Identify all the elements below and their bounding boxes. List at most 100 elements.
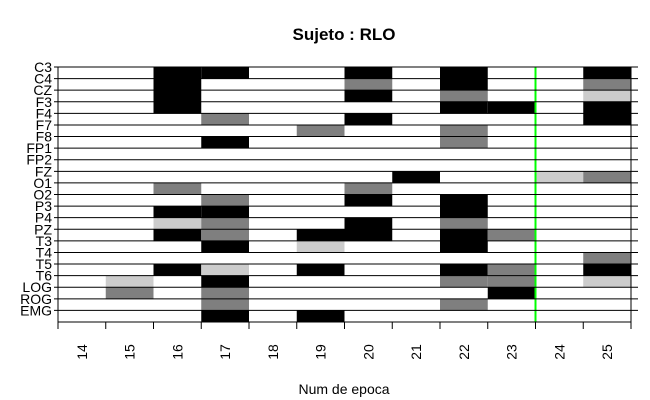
cell-p4-20	[344, 217, 393, 230]
cell-t5-19	[296, 264, 345, 276]
y-tick-label-o2: O2	[33, 187, 52, 203]
y-tick-label-f8: F8	[36, 129, 53, 145]
cell-pz-20	[344, 229, 393, 242]
cell-o1-16	[153, 182, 202, 195]
cell-t6-23	[487, 275, 536, 288]
x-tick-label-16: 16	[169, 344, 185, 360]
cell-t4-25	[583, 252, 631, 265]
y-tick-label-t4: T4	[36, 244, 53, 260]
cell-pz-19	[296, 229, 345, 242]
y-tick-label-fp1: FP1	[26, 140, 52, 156]
cell-o2-20	[344, 194, 393, 207]
x-tick-label-24: 24	[551, 344, 567, 360]
x-tick-label-21: 21	[408, 344, 424, 360]
y-tick-label-t6: T6	[36, 268, 53, 284]
cell-f3-16	[153, 101, 202, 114]
cell-pz-17	[201, 229, 249, 242]
x-axis-label: Num de epoca	[298, 381, 389, 397]
cell-cz-22	[440, 90, 488, 103]
y-tick-label-c4: C4	[34, 71, 52, 87]
cell-p3-16	[153, 206, 202, 218]
cell-p4-17	[201, 217, 249, 230]
cell-t6-17	[201, 275, 249, 288]
cell-t3-19	[296, 240, 345, 253]
y-tick-label-t3: T3	[36, 233, 53, 249]
cell-t5-22	[440, 264, 488, 276]
cell-f4-25	[583, 113, 631, 126]
cell-f8-22	[440, 136, 488, 149]
cell-f3-22	[440, 101, 488, 114]
cell-t3-22	[440, 240, 488, 253]
y-tick-label-cz: CZ	[33, 82, 52, 98]
x-tick-label-23: 23	[504, 344, 520, 360]
cell-t6-22	[440, 275, 488, 288]
y-tick-label-t5: T5	[36, 256, 53, 272]
y-tick-label-log: LOG	[22, 279, 52, 295]
cell-c3-17	[201, 67, 249, 79]
cell-o2-17	[201, 194, 249, 207]
cell-p4-22	[440, 217, 488, 230]
cell-f4-17	[201, 113, 249, 126]
cell-f3-23	[487, 101, 536, 114]
x-tick-label-18: 18	[265, 344, 281, 360]
cell-log-15	[105, 287, 154, 300]
cell-p4-16	[153, 217, 202, 230]
y-tick-label-f4: F4	[36, 105, 53, 121]
y-tick-label-f3: F3	[36, 94, 53, 110]
x-tick-label-25: 25	[599, 344, 615, 360]
y-tick-label-o1: O1	[33, 175, 52, 191]
y-tick-label-p3: P3	[35, 198, 52, 214]
x-tick-label-22: 22	[456, 344, 472, 360]
cell-pz-16	[153, 229, 202, 242]
cell-fz-25	[583, 171, 631, 184]
cell-t5-17	[201, 264, 249, 276]
cell-t5-25	[583, 264, 631, 276]
cell-t6-25	[583, 275, 631, 288]
cell-rog-17	[201, 298, 249, 311]
cell-f8-17	[201, 136, 249, 149]
y-tick-label-c3: C3	[34, 59, 52, 75]
y-axis: C3C4CZF3F4F7F8FP1FP2FZO1O2P3P4PZT3T4T5T6…	[20, 59, 638, 318]
cell-c4-20	[344, 78, 393, 91]
cell-f4-20	[344, 113, 393, 126]
cell-o2-22	[440, 194, 488, 207]
cell-cz-20	[344, 90, 393, 103]
cell-emg-19	[296, 310, 345, 323]
cell-c4-16	[153, 78, 202, 91]
cell-pz-22	[440, 229, 488, 242]
cell-p3-22	[440, 206, 488, 218]
cell-pz-23	[487, 229, 536, 242]
cell-c3-20	[344, 67, 393, 79]
cell-c3-25	[583, 67, 631, 79]
x-tick-label-20: 20	[360, 344, 376, 360]
cell-c4-25	[583, 78, 631, 91]
x-tick-label-14: 14	[74, 344, 90, 360]
cell-o1-20	[344, 182, 393, 195]
cell-f3-25	[583, 101, 631, 114]
cell-c3-22	[440, 67, 488, 79]
cell-c3-16	[153, 67, 202, 79]
cell-f7-22	[440, 124, 488, 137]
y-tick-label-rog: ROG	[20, 291, 52, 307]
cell-t5-16	[153, 264, 202, 276]
cell-t3-17	[201, 240, 249, 253]
cell-fz-24	[535, 171, 584, 184]
cell-cz-16	[153, 90, 202, 103]
cell-log-23	[487, 287, 536, 300]
y-tick-label-f7: F7	[36, 117, 53, 133]
cell-c4-22	[440, 78, 488, 91]
cell-f7-19	[296, 124, 345, 137]
x-tick-label-17: 17	[217, 344, 233, 360]
cell-log-17	[201, 287, 249, 300]
cell-t5-23	[487, 264, 536, 276]
x-tick-label-19: 19	[313, 344, 329, 360]
cell-emg-17	[201, 310, 249, 323]
y-tick-label-pz: PZ	[34, 221, 52, 237]
cell-p3-17	[201, 206, 249, 218]
x-axis: 14 15 16 17 18 19 20 21 22 23 24 25	[57, 322, 632, 360]
x-tick-label-15: 15	[122, 344, 138, 360]
y-tick-label-fz: FZ	[35, 163, 53, 179]
cell-rog-22	[440, 298, 488, 311]
